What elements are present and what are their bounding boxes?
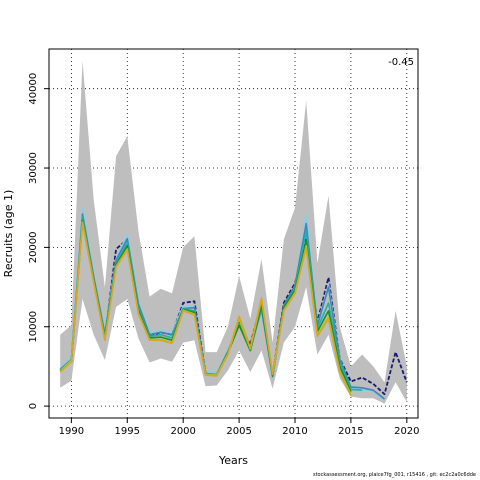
credit-footer: stockassessment.org, plaice7fg_001, r154… xyxy=(312,472,476,478)
y-tick-label: 0 xyxy=(28,403,39,409)
y-axis: 0 10000 20000 30000 40000 xyxy=(28,73,49,409)
x-tick-label: 1990 xyxy=(59,426,84,437)
series-line-1 xyxy=(59,217,408,396)
x-tick-label: 2020 xyxy=(394,426,419,437)
x-axis-title: Years xyxy=(218,454,248,467)
confidence-band-layer xyxy=(60,60,407,404)
x-tick-label: 2015 xyxy=(338,426,363,437)
series-line-7 xyxy=(59,222,352,397)
correlation-annotation: -0.45 xyxy=(388,57,414,68)
plot-frame xyxy=(48,48,419,419)
y-axis-title: Recruits (age 1) xyxy=(2,190,15,278)
x-tick-label: 2000 xyxy=(170,426,195,437)
y-tick-label: 30000 xyxy=(28,152,39,184)
series-layer xyxy=(59,207,408,402)
y-tick-label: 40000 xyxy=(28,73,39,105)
x-axis: 1990 1995 2000 2005 2010 2015 2020 xyxy=(59,418,420,437)
y-tick-label: 20000 xyxy=(28,231,39,263)
x-tick-label: 2010 xyxy=(282,426,307,437)
confidence-band xyxy=(60,60,407,404)
y-tick-label: 10000 xyxy=(28,311,39,343)
x-tick-label: 1995 xyxy=(115,426,140,437)
x-tick-label: 2005 xyxy=(226,426,251,437)
